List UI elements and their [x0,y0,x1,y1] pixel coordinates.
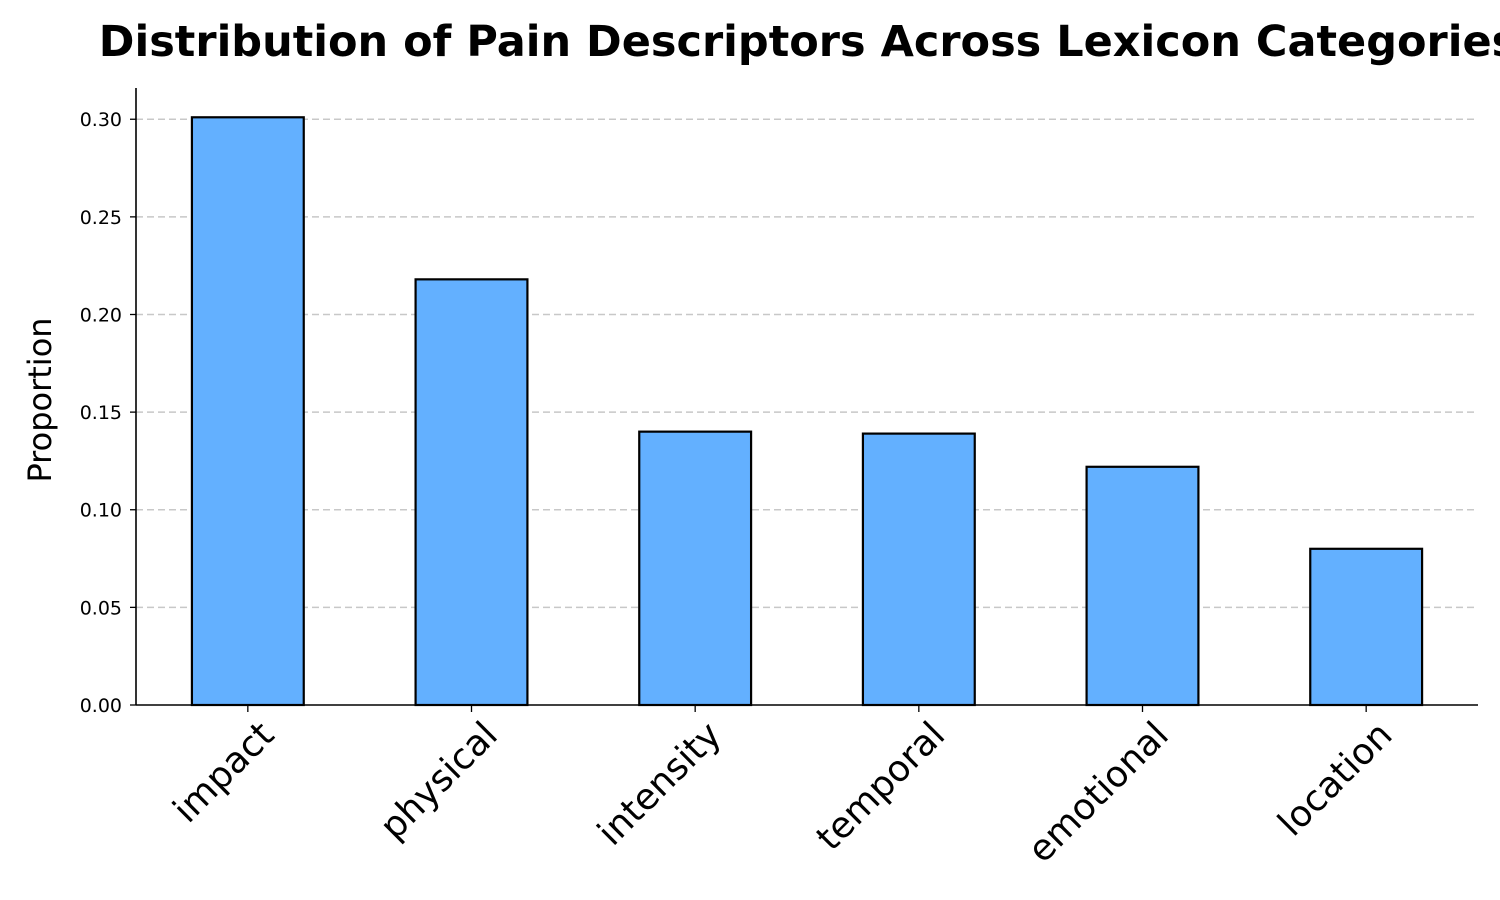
x-ticks: impact physical intensity temporal emotional… [166,705,1401,871]
y-tick-label: 0.00 [80,695,122,717]
x-tick-label-intensity: intensity [590,714,729,853]
bar-intensity [638,430,753,707]
x-tick-label-physical: physical [373,714,506,847]
x-tick-label-emotional: emotional [1020,714,1176,870]
grid-lines [136,118,1478,609]
bar-physical [414,278,529,707]
axes [135,88,1478,706]
y-tick-label: 0.25 [80,207,122,229]
x-tick-label-temporal: temporal [809,714,953,858]
bar-temporal [861,432,976,707]
y-tick-label: 0.05 [80,597,122,619]
x-tick-label-impact: impact [166,714,283,831]
bars [190,116,1424,707]
y-tick-label: 0.30 [80,109,122,131]
chart-title: Distribution of Pain Descriptors Across … [99,17,1500,67]
bar-emotional [1085,465,1200,707]
x-tick-label-location: location [1271,714,1401,844]
bar-impact [190,116,305,707]
y-tick-label: 0.20 [80,304,122,326]
y-ticks: 0.00 0.05 0.10 0.15 0.20 0.25 0.30 [80,109,136,717]
y-tick-label: 0.10 [80,500,122,522]
bar-location [1309,547,1424,707]
y-axis-label: Proportion [21,317,59,482]
y-tick-label: 0.15 [80,402,122,424]
